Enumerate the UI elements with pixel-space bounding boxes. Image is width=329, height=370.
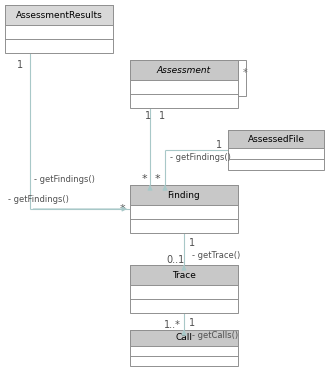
Text: *: * bbox=[141, 174, 147, 184]
Text: 1: 1 bbox=[189, 238, 195, 248]
Bar bbox=[130, 185, 238, 233]
Text: 0..1: 0..1 bbox=[166, 255, 184, 265]
Bar bbox=[228, 130, 324, 148]
Bar bbox=[130, 185, 238, 205]
Bar bbox=[228, 130, 324, 170]
Text: Finding: Finding bbox=[167, 191, 200, 199]
Text: 1..*: 1..* bbox=[164, 320, 181, 330]
Text: 1: 1 bbox=[189, 318, 195, 328]
Text: 1: 1 bbox=[159, 111, 165, 121]
Bar bbox=[130, 265, 238, 285]
Text: Call: Call bbox=[175, 333, 192, 342]
Text: Trace: Trace bbox=[172, 270, 196, 280]
Text: Assessment: Assessment bbox=[157, 65, 211, 75]
Text: *: * bbox=[119, 204, 125, 214]
Text: - getFindings(): - getFindings() bbox=[8, 195, 69, 204]
Text: AssessmentResults: AssessmentResults bbox=[15, 11, 102, 20]
Bar bbox=[5, 5, 113, 25]
Text: - getTrace(): - getTrace() bbox=[192, 250, 240, 259]
Text: *: * bbox=[154, 174, 160, 184]
Bar bbox=[5, 5, 113, 53]
Text: AssessedFile: AssessedFile bbox=[247, 135, 305, 144]
Text: - getFindings(): - getFindings() bbox=[34, 175, 95, 184]
Bar bbox=[130, 60, 238, 108]
Text: *: * bbox=[242, 68, 247, 78]
Bar bbox=[130, 330, 238, 346]
Bar bbox=[130, 330, 238, 366]
Text: 1: 1 bbox=[216, 140, 222, 150]
Text: - getCalls(): - getCalls() bbox=[192, 330, 238, 340]
Bar bbox=[130, 265, 238, 313]
Text: 1: 1 bbox=[17, 60, 23, 70]
Bar bbox=[130, 60, 238, 80]
Bar bbox=[200, 60, 246, 96]
Text: 1: 1 bbox=[145, 111, 151, 121]
Text: - getFindings(): - getFindings() bbox=[170, 154, 231, 162]
